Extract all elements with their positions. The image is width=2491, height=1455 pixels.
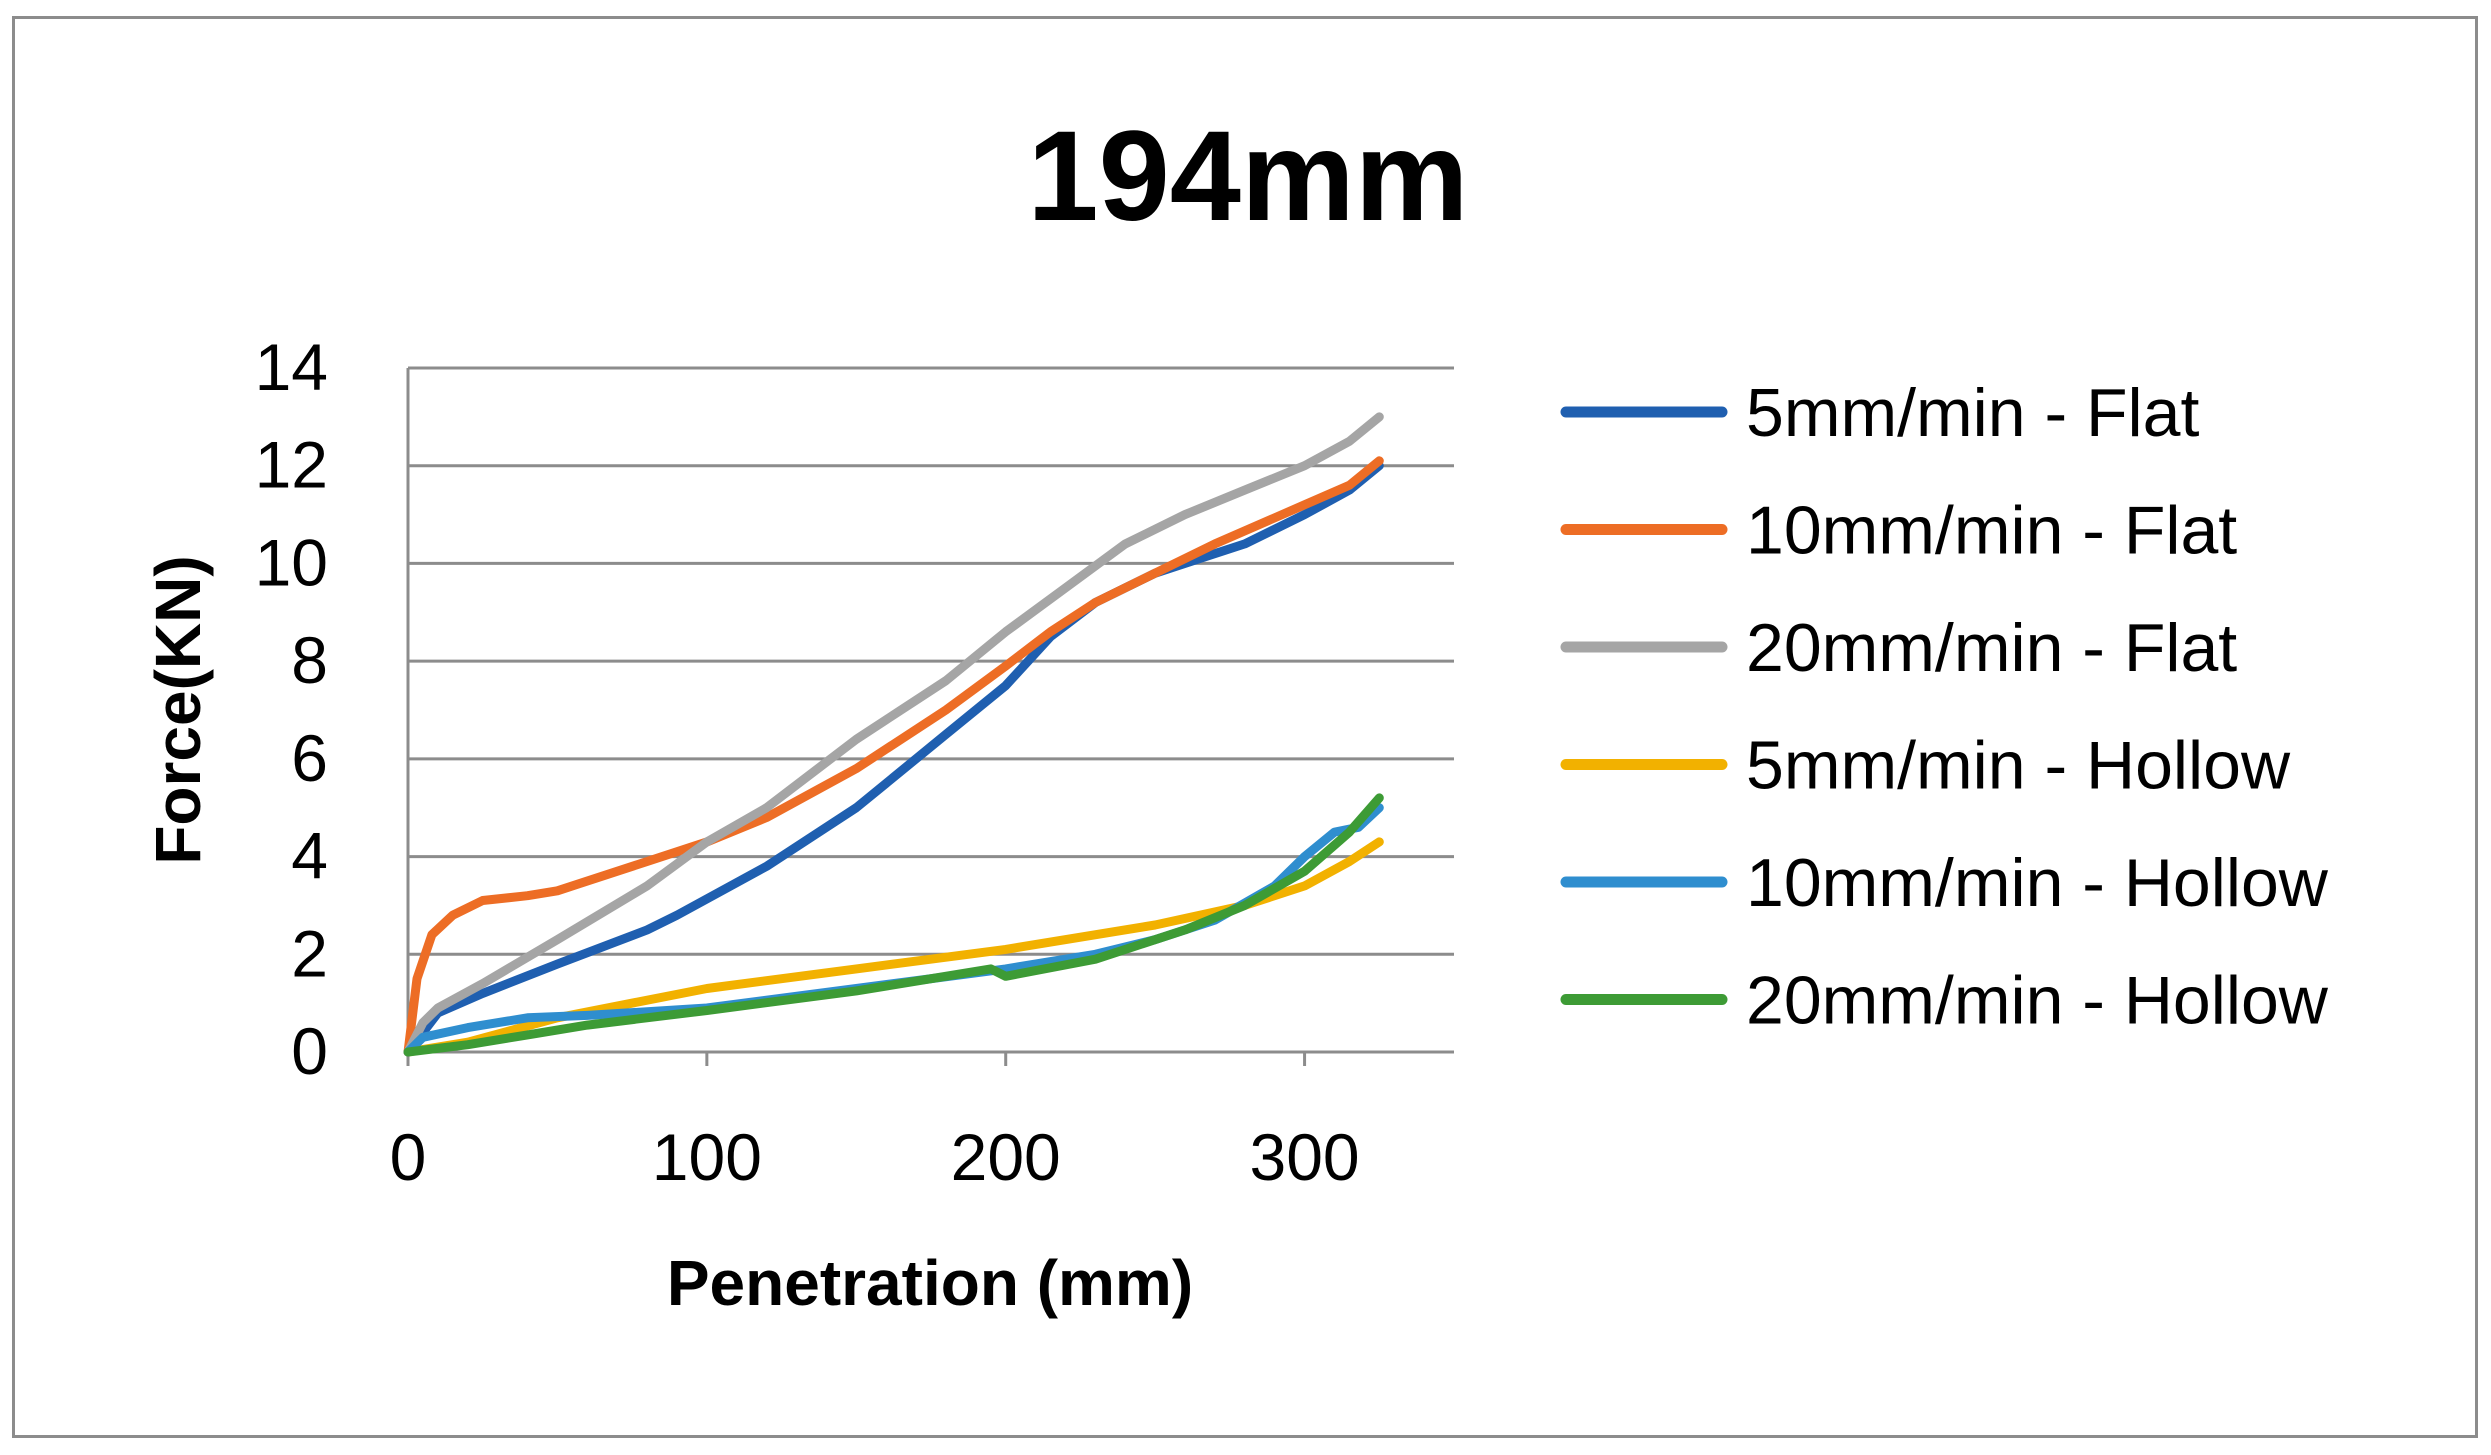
y-tick-label: 0 xyxy=(291,1014,328,1088)
series-line-5 xyxy=(403,793,1384,1057)
chart-frame xyxy=(12,16,2478,1438)
series-line-4 xyxy=(403,803,1384,1057)
legend-label: 10mm/min - Hollow xyxy=(1746,845,2329,921)
legend: 5mm/min - Flat 10mm/min - Flat 20mm/min - … xyxy=(1560,375,2329,1039)
legend-label: 20mm/min - Hollow xyxy=(1746,963,2329,1039)
legend-label: 20mm/min - Flat xyxy=(1746,610,2237,686)
y-tick-label: 4 xyxy=(291,819,328,893)
legend-label: 10mm/min - Flat xyxy=(1746,493,2237,569)
legend-label: 5mm/min - Hollow xyxy=(1746,728,2291,804)
y-tick-label: 6 xyxy=(291,721,328,795)
y-tick-label: 2 xyxy=(291,916,328,990)
x-tick-label: 200 xyxy=(951,1120,1061,1194)
chart-title: 194mm xyxy=(1027,105,1468,248)
axes xyxy=(406,368,1454,1054)
x-axis-ticks: 0 100 200 300 xyxy=(390,1052,1360,1194)
series-line-3 xyxy=(403,837,1384,1057)
series-line-2 xyxy=(403,412,1384,1057)
y-tick-label: 8 xyxy=(291,623,328,697)
y-axis-label: Force(KN) xyxy=(142,555,214,864)
x-tick-label: 0 xyxy=(390,1120,427,1194)
x-tick-label: 300 xyxy=(1250,1120,1360,1194)
y-axis-ticks: 0 2 4 6 8 10 12 14 xyxy=(255,330,328,1088)
series-lines xyxy=(403,412,1384,1057)
y-tick-label: 12 xyxy=(255,428,328,502)
x-axis-label: Penetration (mm) xyxy=(667,1247,1193,1319)
y-tick-label: 10 xyxy=(255,525,328,599)
y-tick-label: 14 xyxy=(255,330,328,404)
series-line-0 xyxy=(403,461,1384,1057)
series-line-1 xyxy=(403,456,1384,1057)
legend-label: 5mm/min - Flat xyxy=(1746,375,2199,451)
x-tick-label: 100 xyxy=(652,1120,762,1194)
